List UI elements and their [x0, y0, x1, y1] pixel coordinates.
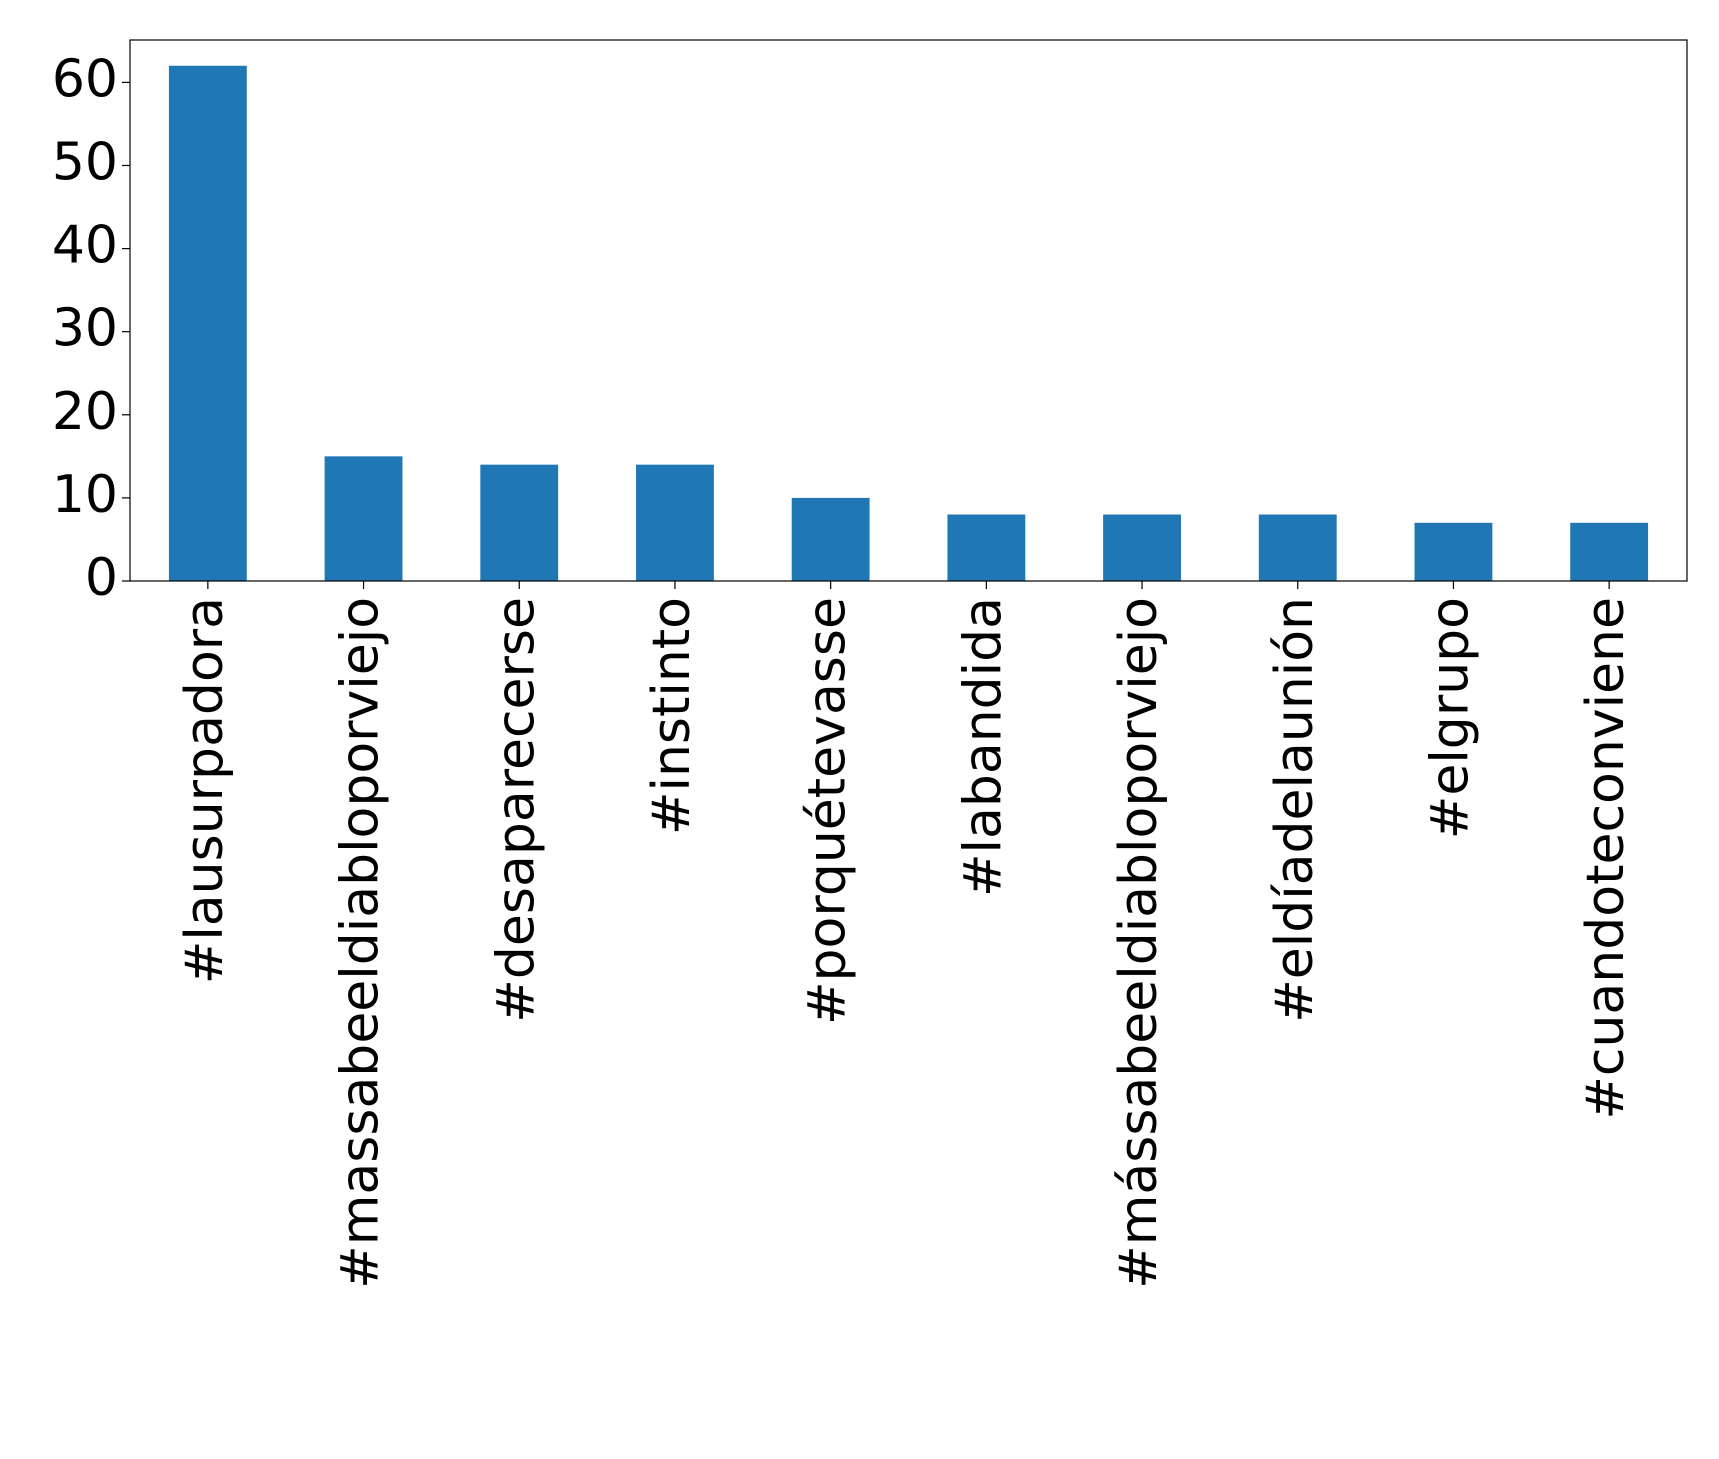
bar — [168, 65, 247, 581]
x-tick-label: #instinto — [642, 597, 702, 835]
y-tick-label: 60 — [52, 49, 118, 109]
bar — [1414, 522, 1493, 581]
y-tick-label: 50 — [52, 132, 118, 192]
x-tick-label: #desaparecerse — [486, 597, 546, 1023]
bar — [1258, 514, 1337, 581]
x-tick-label: #cuandoteconviene — [1576, 597, 1636, 1120]
bar — [947, 514, 1026, 581]
y-tick-label: 0 — [85, 548, 118, 608]
x-tick-label: #massabeeldiabloporviejo — [331, 597, 391, 1289]
x-tick-label: #mássabeeldiabloporviejo — [1109, 597, 1169, 1289]
bar — [1570, 522, 1649, 581]
y-tick-label: 40 — [52, 216, 118, 276]
x-tick-label: #eldíadelaunión — [1265, 597, 1325, 1023]
y-tick-label: 30 — [52, 299, 118, 359]
x-tick-label: #elgrupo — [1420, 597, 1480, 839]
bar — [1103, 514, 1181, 581]
x-tick-label: #labandida — [953, 597, 1013, 897]
y-tick-label: 10 — [52, 465, 118, 525]
plot-frame — [129, 39, 1688, 582]
x-tick-label: #lausurpadora — [175, 597, 235, 984]
bar — [636, 464, 714, 581]
x-tick-label: #porquétevasse — [798, 597, 858, 1025]
bar — [480, 464, 559, 581]
bar — [791, 497, 870, 581]
y-tick-label: 20 — [52, 382, 118, 442]
bar — [324, 456, 403, 581]
